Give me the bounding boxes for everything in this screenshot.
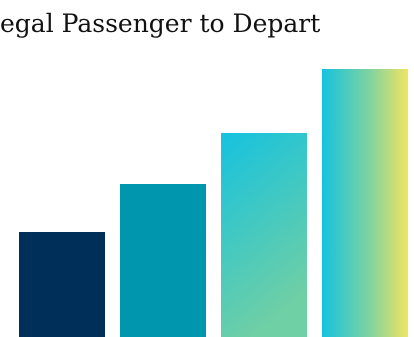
bar-1 (19, 232, 105, 337)
bar-2 (120, 184, 206, 337)
bar-3 (221, 133, 307, 337)
bars-group (19, 69, 408, 337)
bar-4 (322, 69, 408, 337)
page-title: egal Passenger to Depart (0, 9, 321, 38)
